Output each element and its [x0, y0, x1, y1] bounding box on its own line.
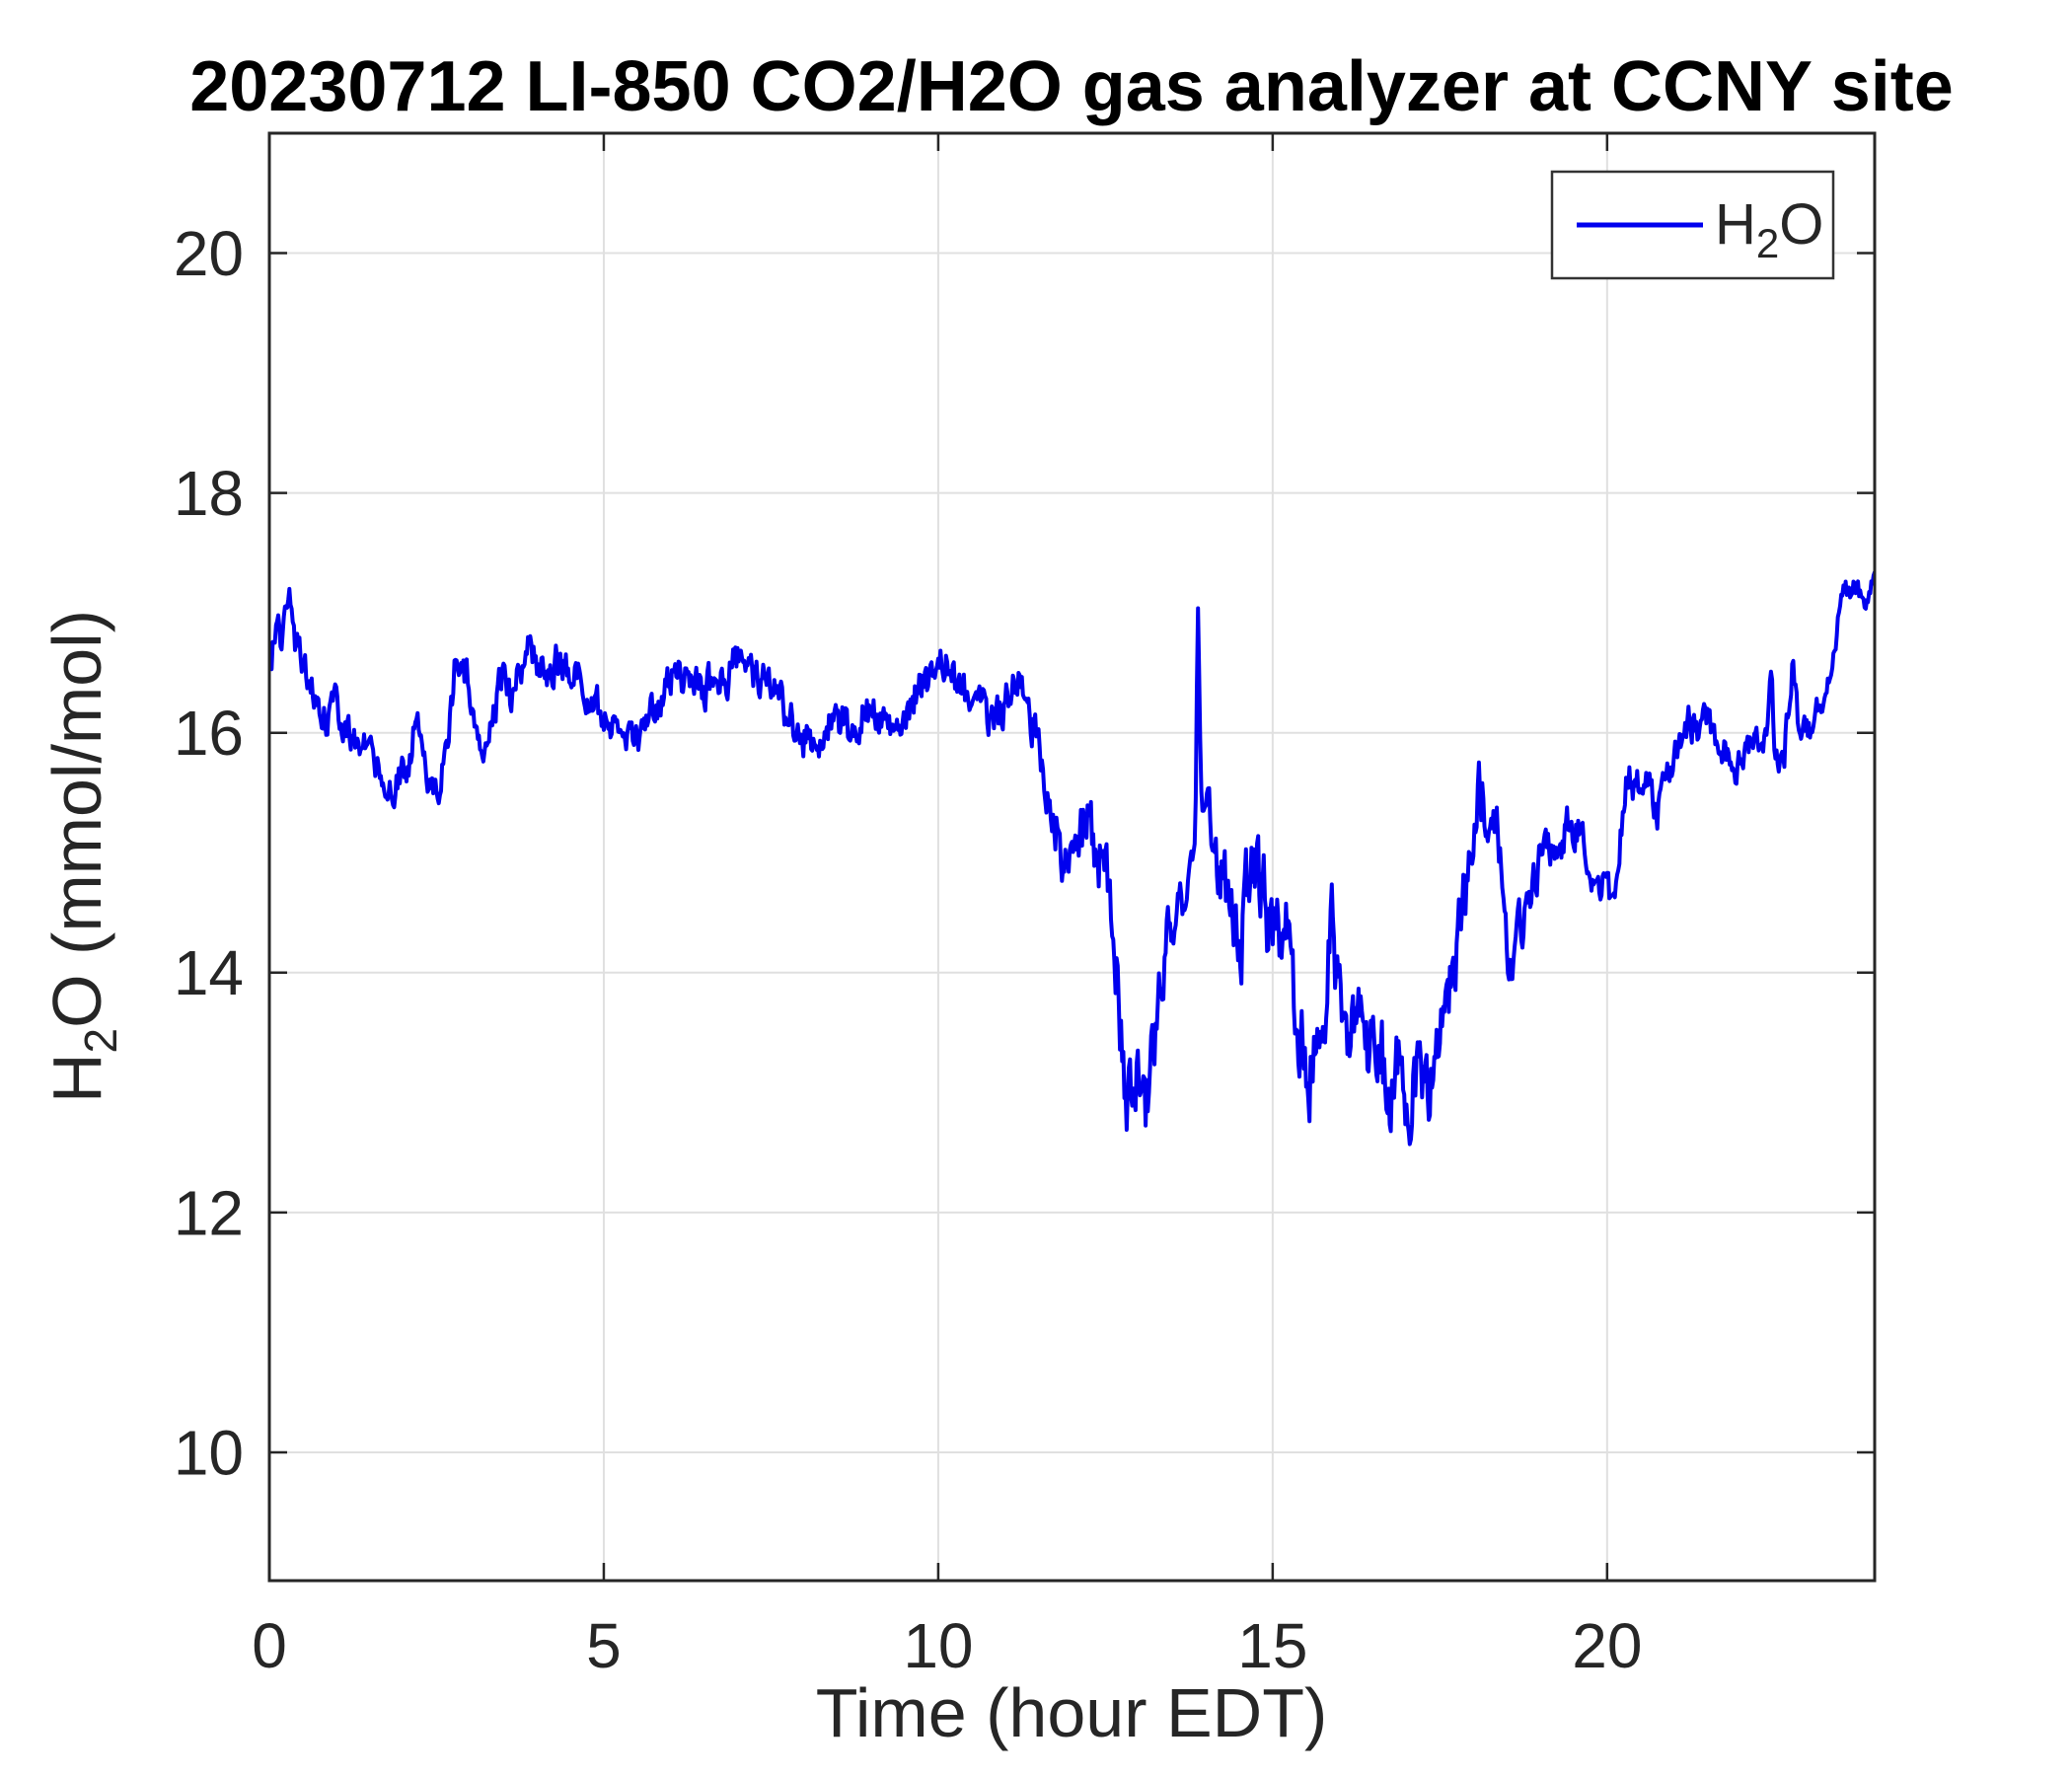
tick-marks	[267, 133, 1875, 1581]
legend-label-sub: 2	[1756, 220, 1779, 266]
y-axis-label-sub: 2	[75, 1028, 126, 1054]
x-tick-label: 15	[1237, 1610, 1307, 1681]
axis-box	[267, 131, 1877, 1583]
x-tick-label: 5	[586, 1610, 622, 1681]
x-axis-label: Time (hour EDT)	[816, 1674, 1328, 1751]
y-axis-label: H2O (mmol/mol)	[38, 610, 126, 1103]
x-tick-labels: 0 5 10 15 20	[252, 1610, 1642, 1681]
h2o-data-line	[269, 569, 1875, 1147]
x-tick-label: 20	[1572, 1610, 1642, 1681]
x-tick-label: 0	[252, 1610, 287, 1681]
legend-label-main: H	[1715, 192, 1756, 257]
legend-label: H2O	[1715, 192, 1823, 266]
y-tick-label: 14	[174, 937, 244, 1008]
y-tick-label: 20	[174, 218, 244, 289]
y-axis-label-tail: O (mmol/mol)	[38, 610, 115, 1028]
y-tick-label: 18	[174, 458, 244, 529]
y-tick-label: 12	[174, 1177, 244, 1248]
h2o-line-series	[269, 569, 1875, 1147]
y-tick-labels: 10 12 14 16 18 20	[174, 218, 244, 1488]
y-tick-label: 16	[174, 698, 244, 769]
legend: H2O	[1550, 170, 1835, 280]
y-tick-label: 10	[174, 1417, 244, 1488]
legend-label-tail: O	[1779, 192, 1823, 257]
x-tick-label: 10	[903, 1610, 973, 1681]
y-axis-label-main: H	[38, 1053, 115, 1103]
plot-area	[269, 133, 1875, 1581]
chart-title: 20230712 LI-850 CO2/H2O gas analyzer at …	[189, 47, 1954, 126]
